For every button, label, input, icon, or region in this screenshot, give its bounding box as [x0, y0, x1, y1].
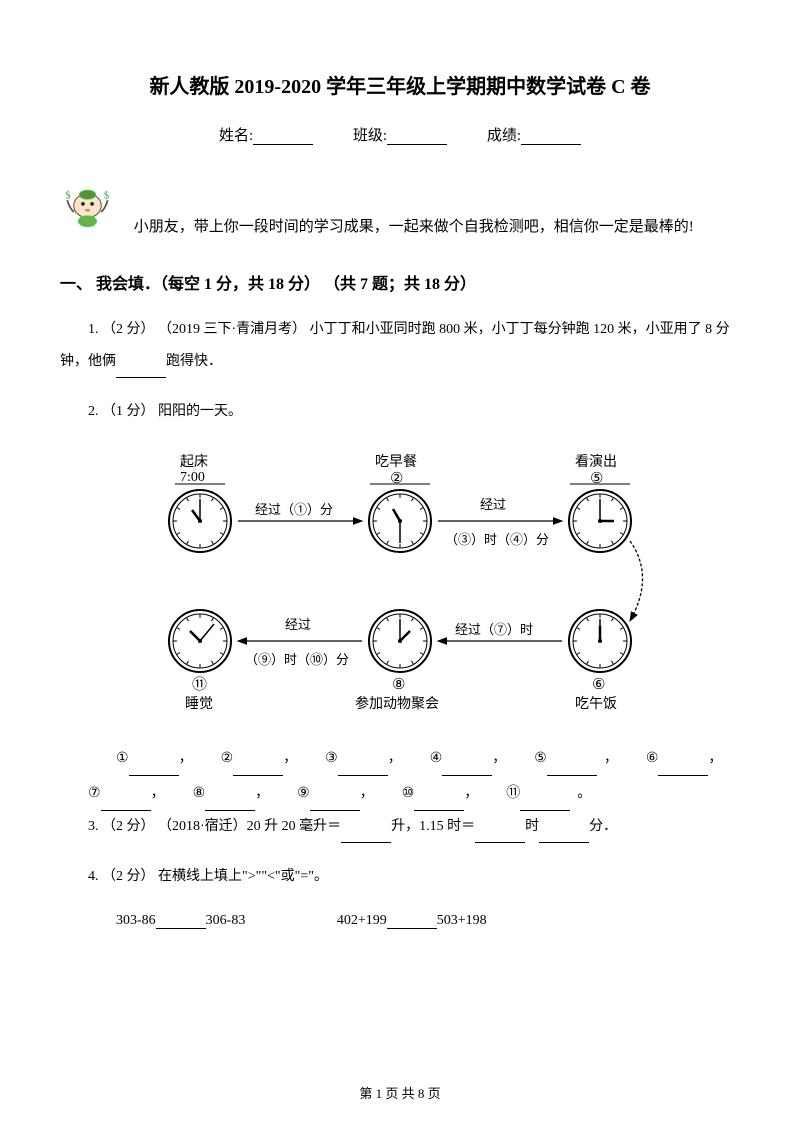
svg-text:经过（①）分: 经过（①）分 — [255, 502, 333, 517]
schedule-diagram: 起床 7:00 吃早餐 ② — [130, 446, 670, 721]
question-4: 4. （2 分） 在横线上填上">""<"或"="。 — [60, 861, 740, 893]
question-3: 3. （2 分） （2018·宿迁）20 升 20 毫升＝ 升，1.15 时＝ 时 分… — [60, 811, 740, 843]
num-11: ⑪ — [478, 776, 520, 811]
score-blank[interactable] — [521, 127, 581, 145]
num-6: ⑥ — [618, 741, 659, 776]
wake-label: 起床 — [180, 454, 208, 470]
class-label: 班级: — [353, 128, 387, 144]
num-2: ② — [193, 741, 234, 776]
page-title: 新人教版 2019-2020 学年三年级上学期期中数学试卷 C 卷 — [60, 70, 740, 99]
blank-7[interactable] — [101, 793, 151, 811]
blank-1[interactable] — [129, 758, 179, 776]
calc2-right: 503+198 — [437, 913, 487, 928]
q3-blank3[interactable] — [539, 825, 589, 843]
q3-mid2: 时 — [525, 819, 539, 834]
q1-suffix: 跑得快． — [166, 354, 222, 369]
score-label: 成绩: — [487, 128, 521, 144]
svg-text:吃午饭: 吃午饭 — [575, 696, 617, 712]
blank-8[interactable] — [205, 793, 255, 811]
calc1-blank[interactable] — [156, 911, 206, 929]
svg-text:睡觉: 睡觉 — [185, 696, 213, 712]
q3-suffix: 分． — [589, 819, 617, 834]
svg-text:$: $ — [66, 190, 71, 201]
svg-text:（⑨）时（⑩）分: （⑨）时（⑩）分 — [245, 652, 349, 667]
svg-text:（③）时（④）分: （③）时（④）分 — [445, 532, 549, 547]
num-7: ⑦ — [60, 776, 101, 811]
name-label: 姓名: — [219, 128, 253, 144]
svg-text:⑥: ⑥ — [592, 677, 605, 693]
num-10: ⑩ — [374, 776, 415, 811]
wake-time: 7:00 — [180, 470, 205, 485]
blank-9[interactable] — [310, 793, 360, 811]
blank-4[interactable] — [442, 758, 492, 776]
calc-row: 303-86 306-83 402+199 503+198 — [60, 911, 740, 929]
q3-blank2[interactable] — [475, 825, 525, 843]
blank-11[interactable] — [520, 793, 570, 811]
num-1: ① — [88, 741, 129, 776]
svg-text:②: ② — [390, 471, 403, 487]
intro-text: 小朋友，带上你一段时间的学习成果，一起来做个自我检测吧，相信你一定是最棒的! — [134, 219, 694, 235]
calc1-left: 303-86 — [116, 913, 156, 928]
svg-text:$: $ — [104, 190, 109, 201]
blank-3[interactable] — [338, 758, 388, 776]
svg-text:⑧: ⑧ — [392, 677, 405, 693]
q3-prefix: 3. （2 分） （2018·宿迁）20 升 20 毫升＝ — [88, 819, 341, 834]
num-3: ③ — [297, 741, 338, 776]
q3-blank1[interactable] — [341, 825, 391, 843]
q3-mid1: 升，1.15 时＝ — [391, 819, 475, 834]
svg-text:⑤: ⑤ — [590, 471, 603, 487]
num-4: ④ — [402, 741, 443, 776]
name-blank[interactable] — [253, 127, 313, 145]
question-1: 1. （2 分） （2019 三下·青浦月考） 小丁丁和小亚同时跑 800 米，… — [60, 314, 740, 378]
section-heading: 一、 我会填．（每空 1 分，共 18 分） （共 7 题；共 18 分） — [60, 270, 740, 294]
blank-10[interactable] — [414, 793, 464, 811]
svg-text:经过: 经过 — [480, 497, 506, 512]
q1-blank[interactable] — [116, 360, 166, 378]
svg-text:参加动物聚会: 参加动物聚会 — [355, 695, 439, 712]
question-2: 2. （1 分） 阳阳的一天。 — [60, 396, 740, 428]
svg-text:⑪: ⑪ — [192, 676, 207, 693]
blank-6[interactable] — [658, 758, 708, 776]
calc2-blank[interactable] — [387, 911, 437, 929]
blank-5[interactable] — [547, 758, 597, 776]
svg-text:经过（⑦）时: 经过（⑦）时 — [455, 622, 533, 637]
calc1-right: 306-83 — [206, 913, 246, 928]
mascot-icon: $ $ — [60, 180, 115, 235]
svg-text:看演出: 看演出 — [575, 454, 617, 470]
q2-blanks: ①，②，③，④，⑤ ，⑥，⑦，⑧，⑨，⑩，⑪ 。 — [60, 741, 740, 811]
num-9: ⑨ — [269, 776, 310, 811]
num-8: ⑧ — [165, 776, 206, 811]
class-blank[interactable] — [387, 127, 447, 145]
student-info: 姓名: 班级: 成绩: — [60, 124, 740, 145]
calc2-left: 402+199 — [337, 913, 387, 928]
intro: $ $ 小朋友，带上你一段时间的学习成果，一起来做个自我检测吧，相信你一定是最棒… — [60, 180, 740, 245]
svg-text:经过: 经过 — [285, 617, 311, 632]
blank-2[interactable] — [233, 758, 283, 776]
num-5: ⑤ — [506, 741, 547, 776]
page-footer: 第 1 页 共 8 页 — [0, 1083, 800, 1102]
svg-text:吃早餐: 吃早餐 — [375, 454, 417, 470]
